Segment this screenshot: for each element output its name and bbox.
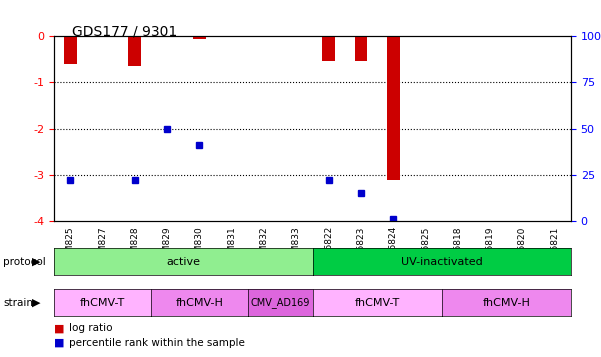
- Bar: [355, 36, 367, 61]
- Text: UV-inactivated: UV-inactivated: [401, 256, 483, 267]
- Bar: [160, 36, 174, 37]
- Text: fhCMV-H: fhCMV-H: [483, 297, 530, 308]
- Text: GDS177 / 9301: GDS177 / 9301: [72, 25, 177, 39]
- Text: percentile rank within the sample: percentile rank within the sample: [69, 338, 245, 348]
- Text: CMV_AD169: CMV_AD169: [251, 297, 310, 308]
- Bar: [64, 36, 77, 64]
- Text: strain: strain: [3, 297, 33, 308]
- Text: ▶: ▶: [32, 256, 41, 267]
- Text: active: active: [166, 256, 200, 267]
- Text: fhCMV-T: fhCMV-T: [80, 297, 125, 308]
- Text: log ratio: log ratio: [69, 323, 112, 333]
- Text: ▶: ▶: [32, 297, 41, 308]
- Text: fhCMV-T: fhCMV-T: [355, 297, 400, 308]
- Text: ■: ■: [54, 323, 64, 333]
- Bar: [387, 36, 400, 180]
- Text: fhCMV-H: fhCMV-H: [175, 297, 224, 308]
- Text: ■: ■: [54, 338, 64, 348]
- Bar: [129, 36, 141, 66]
- Bar: [193, 36, 206, 39]
- Text: protocol: protocol: [3, 256, 46, 267]
- Bar: [322, 36, 335, 61]
